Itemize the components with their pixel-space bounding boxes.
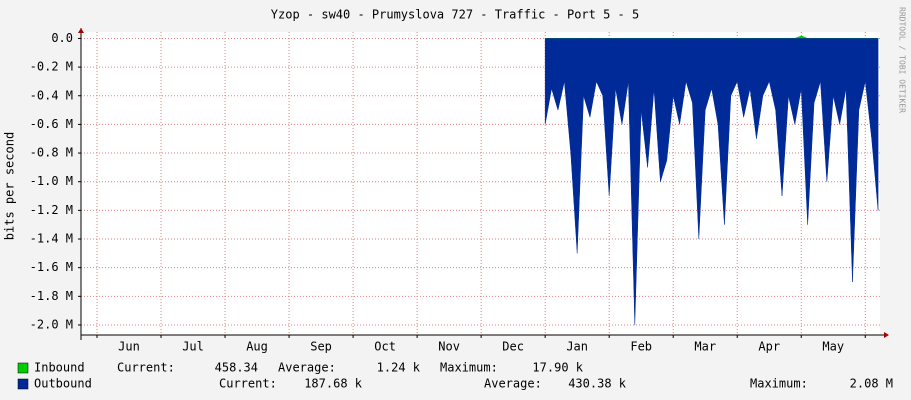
x-arrow	[884, 332, 889, 338]
legend-swatch	[17, 362, 29, 374]
stat-label: Current:	[219, 377, 277, 391]
stat-value: 1.24 k	[377, 361, 421, 375]
y-tick-label: -0.8 M	[30, 146, 73, 160]
x-tick-label: Jul	[182, 340, 204, 354]
x-tick-label: Dec	[502, 340, 524, 354]
legend-label: Inbound	[34, 361, 85, 375]
watermark: RRDTOOL / TOBI OETIKER	[898, 7, 907, 113]
chart-title: Yzop - sw40 - Prumyslova 727 - Traffic -…	[271, 8, 639, 22]
y-arrow	[78, 28, 84, 33]
stat-label: Maximum:	[440, 361, 498, 375]
x-tick-label: Oct	[374, 340, 396, 354]
x-tick-label: Apr	[758, 340, 780, 354]
stat-label: Average:	[484, 377, 542, 391]
x-tick-label: May	[822, 340, 844, 354]
y-axis-label: bits per second	[3, 132, 17, 240]
marks	[544, 35, 879, 325]
y-tick-label: -1.8 M	[30, 289, 73, 303]
stat-value: 17.90 k	[532, 361, 583, 375]
stat-label: Maximum:	[750, 377, 808, 391]
stat-value: 430.38 k	[568, 377, 627, 391]
y-tick-label: -1.4 M	[30, 232, 73, 246]
stat-value: 2.08 M	[850, 377, 893, 391]
area	[544, 38, 879, 325]
legend: Inbound Current: 458.34 Average: 1.24 k Maxim…	[17, 361, 893, 391]
y-tick-label: -0.4 M	[30, 88, 73, 102]
y-tick-label: -2.0 M	[30, 317, 73, 331]
stat-label: Current:	[117, 361, 175, 375]
x-tick-label: Jan	[566, 340, 588, 354]
y-tick-label: -0.2 M	[30, 60, 73, 74]
y-tick-label: -1.0 M	[30, 174, 73, 188]
stat-label: Average:	[278, 361, 336, 375]
y-tick-label: -1.6 M	[30, 260, 73, 274]
x-tick-label: Feb	[630, 340, 652, 354]
stat-value: 187.68 k	[304, 377, 363, 391]
legend-label: Outbound	[34, 377, 92, 391]
stat-value: 458.34	[215, 361, 258, 375]
y-tick-label: -0.6 M	[30, 117, 73, 131]
axes	[78, 28, 889, 340]
y-tick-label: 0.0	[51, 31, 73, 45]
legend-swatch	[17, 378, 29, 390]
x-tick-label: Sep	[310, 340, 332, 354]
x-tick-label: Nov	[438, 340, 460, 354]
x-tick-label: Jun	[118, 340, 140, 354]
x-tick-label: Mar	[694, 340, 716, 354]
x-tick-label: Aug	[246, 340, 268, 354]
y-tick-label: -1.2 M	[30, 203, 73, 217]
grid: 0.0 -0.2 M -0.4 M -0.6 M -0.8 M -1.0 M -1.2 M -…	[30, 31, 880, 354]
